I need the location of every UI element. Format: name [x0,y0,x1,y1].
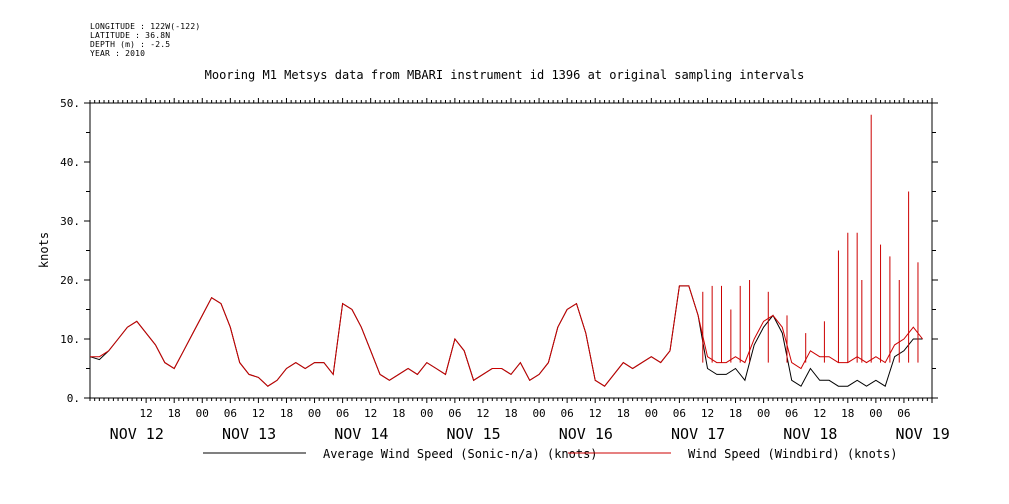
y-tick-label: 30. [60,215,80,228]
chart-title: Mooring M1 Metsys data from MBARI instru… [204,68,805,82]
x-tick-label: 12 [476,407,489,420]
legend-label-windbird: Wind Speed (Windbird) (knots) [688,447,898,461]
metadata-block: LONGITUDE : 122W(-122) LATITUDE : 36.8N … [90,22,200,58]
x-tick-label: 12 [140,407,153,420]
x-tick-label: 12 [589,407,602,420]
series-line-windbird [90,285,923,387]
x-tick-label: 18 [280,407,293,420]
x-tick-label: 18 [841,407,854,420]
x-tick-label: 06 [448,407,461,420]
x-tick-label: 00 [645,407,658,420]
x-tick-label: 12 [252,407,265,420]
meta-longitude: LONGITUDE : 122W(-122) [90,22,201,31]
x-day-label: NOV 16 [559,425,613,443]
x-day-label: NOV 15 [446,425,500,443]
y-tick-label: 10. [60,333,80,346]
x-tick-label: 06 [897,407,910,420]
x-day-label: NOV 17 [671,425,725,443]
x-tick-label: 00 [196,407,209,420]
meta-depth: DEPTH (m) : -2.5 [90,40,171,49]
y-tick-label: 20. [60,274,80,287]
x-day-label: NOV 19 [896,425,950,443]
x-tick-label: 00 [869,407,882,420]
x-tick-label: 18 [168,407,181,420]
meta-year: YEAR : 2010 [90,49,146,58]
x-tick-label: 18 [729,407,742,420]
legend-label-average-wind: Average Wind Speed (Sonic-n/a) (knots) [323,447,598,461]
y-tick-label: 40. [60,156,80,169]
x-tick-label: 06 [336,407,349,420]
y-tick-label: 50. [60,97,80,110]
x-tick-label: 00 [420,407,433,420]
y-tick-label: 0. [67,392,80,405]
x-tick-label: 18 [617,407,630,420]
x-day-label: NOV 14 [334,425,388,443]
x-tick-label: 18 [504,407,517,420]
x-tick-label: 18 [392,407,405,420]
x-tick-label: 06 [224,407,237,420]
x-tick-label: 00 [757,407,770,420]
meta-latitude: LATITUDE : 36.8N [90,31,171,40]
x-tick-label: 00 [308,407,321,420]
x-tick-label: 06 [785,407,798,420]
x-tick-label: 12 [701,407,714,420]
x-tick-label: 12 [813,407,826,420]
x-day-label: NOV 18 [783,425,837,443]
x-day-label: NOV 12 [110,425,164,443]
y-axis-label: knots [37,232,51,268]
x-tick-label: 06 [561,407,574,420]
x-tick-label: 12 [364,407,377,420]
x-day-label: NOV 13 [222,425,276,443]
x-tick-label: 06 [673,407,686,420]
x-tick-label: 00 [532,407,545,420]
